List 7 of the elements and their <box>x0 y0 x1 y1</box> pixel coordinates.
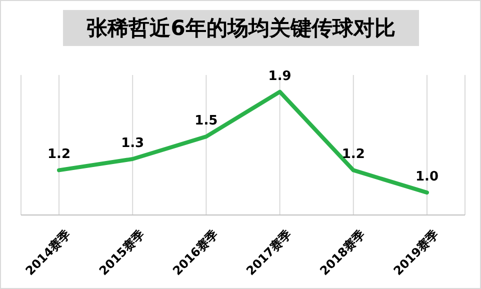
data-label: 1.2 <box>342 147 365 162</box>
data-label: 1.3 <box>121 136 144 151</box>
chart-title: 张稀哲近6年的场均关键传球对比 <box>63 10 419 46</box>
data-label: 1.5 <box>194 114 218 129</box>
data-label: 1.0 <box>415 170 439 185</box>
data-label: 1.9 <box>268 68 292 84</box>
data-label: 1.2 <box>47 147 71 162</box>
